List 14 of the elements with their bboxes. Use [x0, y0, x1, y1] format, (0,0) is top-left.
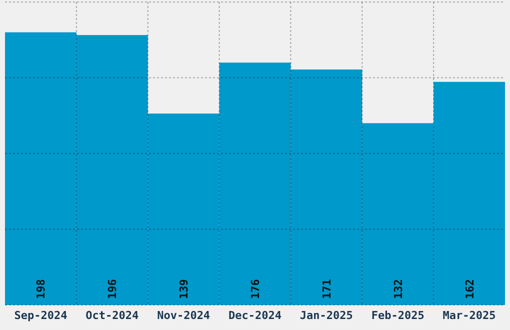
x-tick-label: Jan-2025: [300, 309, 353, 322]
data-label: 171: [320, 278, 334, 299]
data-label: 196: [106, 278, 120, 299]
data-label: 162: [463, 279, 476, 299]
x-tick-label: Nov-2024: [157, 309, 210, 322]
data-label: 198: [34, 279, 48, 299]
x-tick-label: Sep-2024: [14, 309, 68, 322]
data-label: 139: [178, 279, 191, 299]
data-label: 176: [249, 278, 262, 299]
data-label: 132: [392, 279, 405, 299]
x-tick-label: Feb-2025: [371, 309, 424, 322]
x-tick-label: Mar-2025: [442, 309, 496, 322]
x-tick-label: Dec-2024: [228, 309, 282, 322]
x-tick-label: Oct-2024: [86, 309, 140, 322]
